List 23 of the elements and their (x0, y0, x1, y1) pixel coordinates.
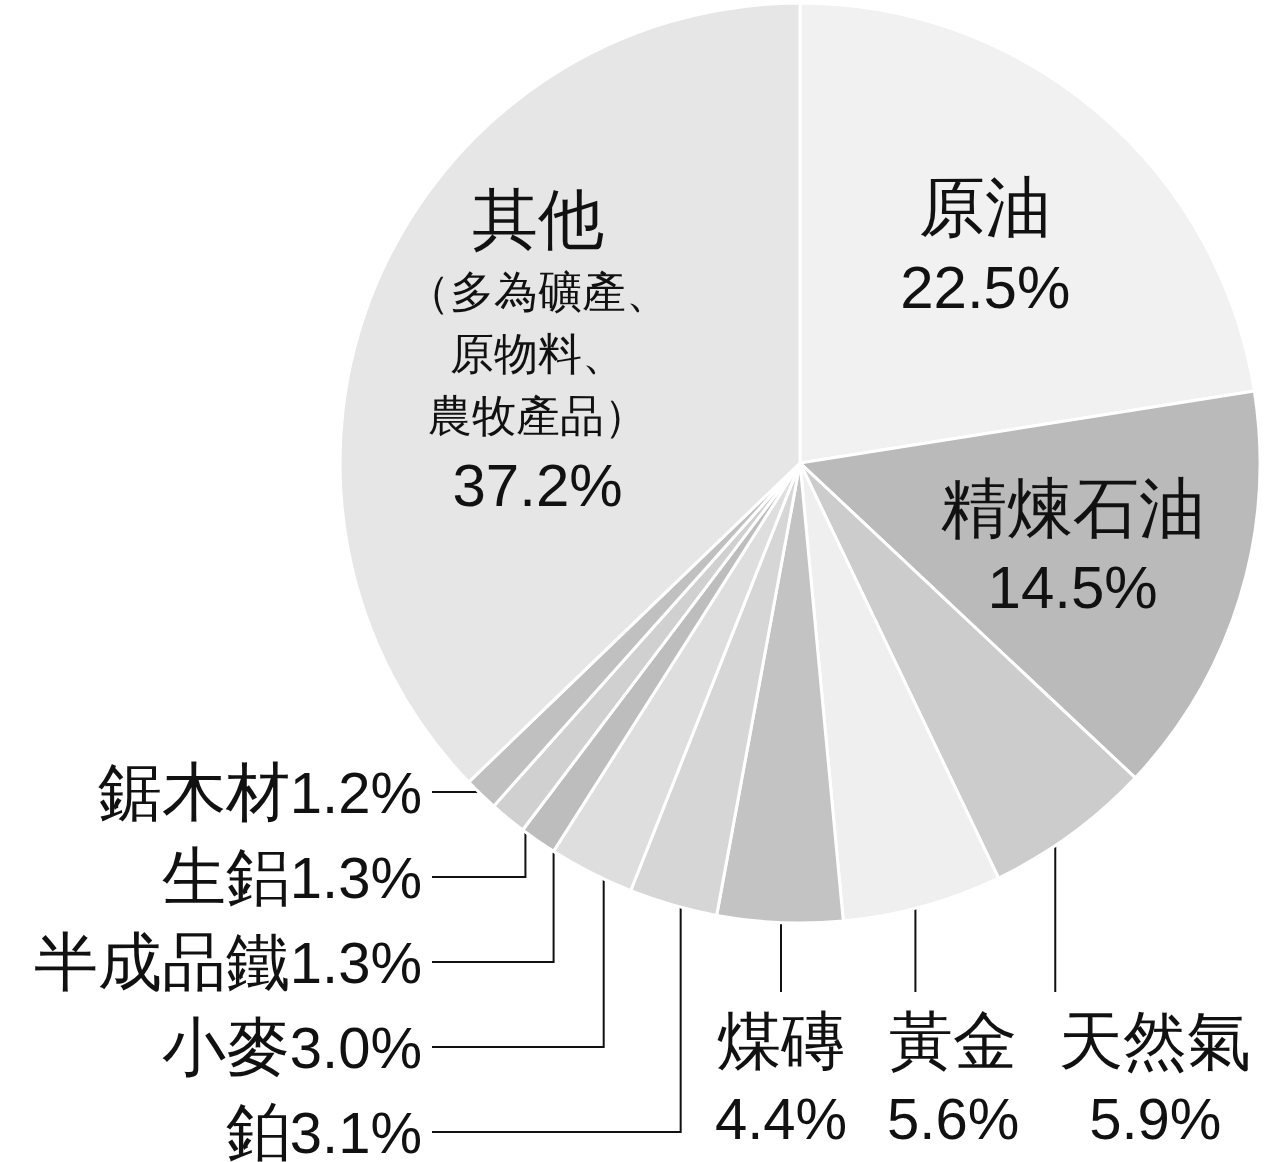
data-label: 37.2% (452, 451, 623, 519)
data-label: 14.5% (987, 554, 1158, 622)
data-label: 3.0% (289, 1014, 422, 1080)
data-label: 3.1% (289, 1099, 422, 1162)
slice-label: 半成品鐵 (33, 926, 290, 998)
data-label: 4.4% (714, 1085, 848, 1151)
slice-label: 煤磚 (716, 1005, 845, 1077)
data-label: 22.5% (900, 253, 1071, 321)
slice-label: 原油 (919, 170, 1052, 245)
data-label: 5.9% (1089, 1085, 1222, 1151)
data-label: 5.6% (887, 1085, 1020, 1151)
slice-label: 精煉石油 (940, 470, 1205, 545)
slice-label: 黃金 (889, 1005, 1018, 1077)
slice-label: 鉑 (225, 1096, 290, 1162)
slice-label: 鋸木材 (97, 756, 290, 828)
slice-label: 天然氣 (1059, 1005, 1252, 1077)
text: （多為礦產、原物料、農牧產品） (405, 266, 670, 440)
slice-label: 小麥 (161, 1011, 290, 1083)
data-label: 1.3% (289, 929, 422, 995)
slice-label: 其他 (471, 182, 604, 257)
slice-label: 生鋁 (161, 841, 290, 913)
data-label: 1.3% (289, 844, 422, 910)
data-label: 1.2% (289, 759, 422, 825)
